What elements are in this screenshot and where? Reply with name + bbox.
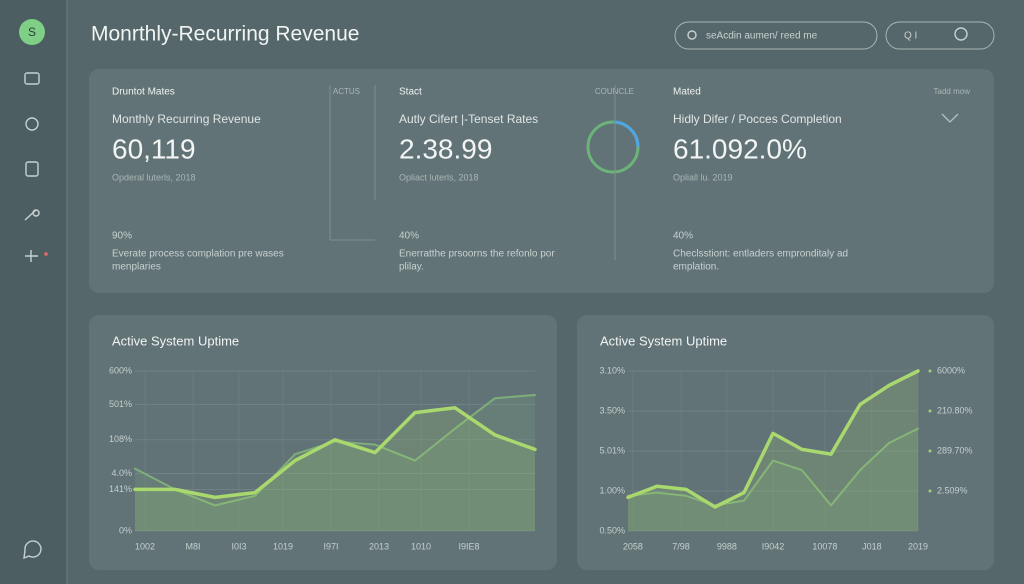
- y-tick-label: 1.00%: [599, 485, 625, 495]
- x-tick-label: 2013: [369, 541, 389, 551]
- y-tick-label: 3.10%: [599, 365, 625, 375]
- card-desc: Everate process complation pre wases: [112, 249, 284, 260]
- card-value: 60,119: [112, 133, 196, 164]
- y2-tick-dot: [928, 449, 932, 453]
- logo-text: S: [28, 25, 36, 39]
- card-value: 2.38.99: [399, 133, 492, 164]
- x-tick-label: 1002: [135, 541, 155, 551]
- search-box-2[interactable]: [885, 21, 995, 50]
- x-tick-label: I0I3: [231, 541, 246, 551]
- card-desc: emplation.: [673, 262, 719, 273]
- x-tick-label: 1019: [273, 541, 293, 551]
- x-tick-label: 7/98: [672, 541, 690, 551]
- x-tick-label: 9988: [717, 541, 737, 551]
- x-tick-label: I97I: [323, 541, 338, 551]
- series-area: [135, 407, 535, 531]
- y2-tick-dot: [928, 489, 932, 493]
- logo[interactable]: [19, 19, 45, 45]
- card-heading: Mated: [673, 87, 701, 98]
- card-label: Monthly Recurring Revenue: [112, 112, 261, 126]
- x-tick-label: 2058: [623, 541, 643, 551]
- y2-tick-dot: [928, 369, 932, 373]
- chevron[interactable]: [941, 113, 959, 123]
- nav-icon[interactable]: [23, 540, 42, 560]
- y-tick-label: 501%: [109, 399, 132, 409]
- series-line: [133, 406, 537, 500]
- card-note: Opliall lu. 2019: [673, 172, 733, 182]
- x-tick-label: 2019: [908, 541, 928, 551]
- y-tick-label: 0%: [119, 525, 132, 535]
- series-area: [628, 428, 918, 531]
- card-percent: 90%: [112, 231, 132, 242]
- card-desc: plilay.: [399, 262, 424, 273]
- card-label: Hidly Difer / Pocces Completion: [673, 112, 842, 126]
- card-note: Opliact luterls, 2018: [399, 172, 479, 182]
- y-tick-label: 5.01%: [599, 445, 625, 455]
- search-box[interactable]: [674, 21, 878, 50]
- y-tick-label: 0.50%: [599, 525, 625, 535]
- y-tick-label: 600%: [109, 365, 132, 375]
- card-value: 61.092.0%: [673, 133, 807, 164]
- card-tag: Tadd mow: [934, 87, 971, 96]
- card-percent: 40%: [399, 231, 419, 242]
- series-area: [135, 395, 535, 531]
- card-heading: Stact: [399, 87, 422, 98]
- y2-tick-dot: [928, 409, 932, 413]
- search-2-icon[interactable]: [954, 27, 968, 41]
- y-tick-label: 3.50%: [599, 405, 625, 415]
- page-title: Monrthly-Recurring Revenue: [91, 23, 359, 46]
- card-note: Opderal luterls, 2018: [112, 172, 196, 182]
- series-line: [626, 369, 920, 509]
- card-desc: Enerratthe prsoorns the refonlo por: [399, 249, 555, 260]
- progress-ring-accent: [612, 120, 640, 148]
- y2-tick-label: 6000%: [937, 365, 965, 375]
- nav-icon[interactable]: [25, 161, 39, 177]
- card-desc: Checlsstiont: entladers empronditaly ad: [673, 249, 848, 260]
- kpi-panel: [89, 69, 994, 293]
- chart-panel: [89, 315, 557, 570]
- x-tick-label: 10078: [812, 541, 837, 551]
- series-line: [627, 427, 919, 507]
- x-tick-label: M8I: [185, 541, 200, 551]
- search-icon: [687, 30, 697, 40]
- sidebar: [0, 0, 67, 584]
- y-tick-label: 4.0%: [111, 468, 132, 478]
- card-tag: ACTUS: [333, 87, 360, 96]
- nav-icon[interactable]: [25, 250, 38, 262]
- x-tick-label: J018: [862, 541, 882, 551]
- series-area: [628, 371, 918, 531]
- card-label: Autly Cifert |-Tenset Rates: [399, 112, 538, 126]
- card-percent: 40%: [673, 231, 693, 242]
- nav-icon[interactable]: [25, 117, 39, 131]
- chart-title: Active System Uptime: [600, 333, 727, 348]
- search-placeholder: seAcdin aumen/ reed me: [706, 31, 818, 42]
- y2-tick-label: 2.509%: [937, 485, 968, 495]
- y2-tick-label: 210.80%: [937, 405, 973, 415]
- card-tag: COUNCLE: [595, 87, 634, 96]
- card-heading: Druntot Mates: [112, 87, 175, 98]
- y-tick-label: 108%: [109, 434, 132, 444]
- y2-tick-label: 289.70%: [937, 445, 973, 455]
- x-tick-label: I9042: [762, 541, 785, 551]
- nav-icon[interactable]: [24, 72, 40, 85]
- nav-icons[interactable]: [23, 72, 48, 560]
- x-tick-label: 1010: [411, 541, 431, 551]
- nav-icon[interactable]: [24, 209, 40, 221]
- y-tick-label: 141%: [109, 484, 132, 494]
- x-tick-label: I9IE8: [458, 541, 479, 551]
- nav-badge: [44, 252, 48, 256]
- search-2-text: Q I: [904, 31, 917, 42]
- chart-title: Active System Uptime: [112, 333, 239, 348]
- card-desc: menplaries: [112, 262, 161, 273]
